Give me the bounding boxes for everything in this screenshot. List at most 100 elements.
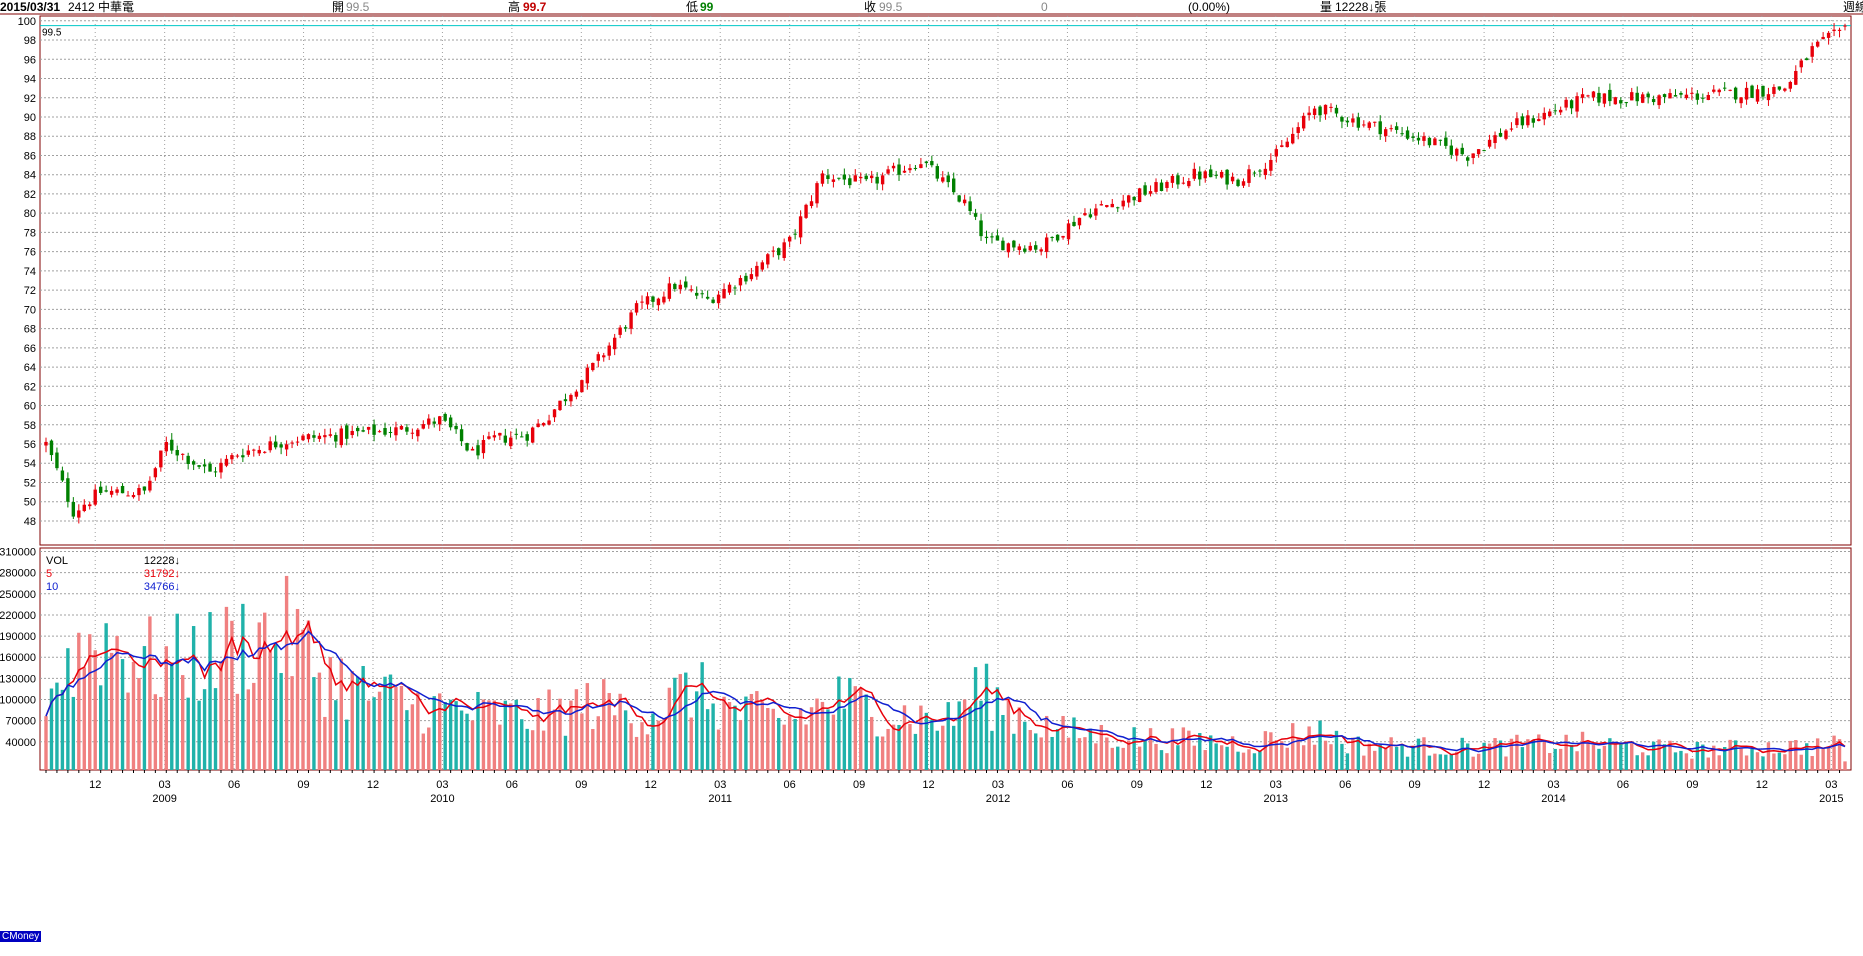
candle-body (334, 435, 338, 442)
candle-body (1028, 245, 1032, 251)
volume-bar (345, 719, 349, 770)
volume-bar (837, 676, 841, 770)
candle-body (837, 177, 841, 179)
candle-body (804, 204, 808, 218)
volume-bar (427, 727, 431, 770)
candle-body (1012, 240, 1016, 248)
month-tick-label: 09 (1131, 779, 1143, 791)
volume-bar (1553, 748, 1557, 770)
candle-body (131, 494, 136, 498)
volume-tick-label: 280000 (0, 568, 36, 580)
volume-bar (1673, 752, 1678, 770)
volume-bar (645, 734, 650, 770)
candle-body (1044, 237, 1049, 252)
candle-body (1706, 95, 1710, 100)
candle-body (1837, 29, 1842, 31)
volume-bar (634, 736, 639, 770)
volume-bar (1378, 744, 1382, 770)
volume-bar (1192, 745, 1196, 770)
volume-bar (952, 725, 956, 770)
volume-bar (695, 691, 699, 770)
volume-bar (957, 701, 961, 770)
candle-body (405, 427, 409, 432)
candle-body (995, 235, 1000, 241)
volume-bar (328, 657, 333, 770)
candle-body (798, 216, 803, 238)
volume-tick-label: 40000 (5, 737, 36, 749)
candle-body (432, 421, 436, 424)
candle-body (1411, 136, 1415, 138)
candle-body (1805, 58, 1809, 61)
candle-body (952, 178, 956, 193)
candle-body (1444, 137, 1448, 146)
candle-body (1619, 100, 1623, 104)
candle-body (1679, 92, 1683, 95)
candle-body (306, 434, 311, 440)
candle-body (1701, 97, 1705, 99)
volume-bar (1187, 730, 1191, 770)
volume-bar (662, 718, 666, 770)
candle-body (1504, 130, 1508, 139)
candle-body (820, 173, 825, 184)
candle-body (1351, 118, 1355, 123)
candle-body (629, 312, 633, 329)
candle-body (875, 176, 879, 184)
candle-body (1542, 112, 1546, 120)
candle-body (361, 430, 365, 432)
volume-bar (1258, 750, 1262, 770)
price-tick-label: 90 (24, 112, 36, 124)
candle-body (1034, 245, 1038, 250)
volume-bar (1301, 745, 1306, 770)
volume-bar (1154, 743, 1158, 770)
volume-value: 12228↓張 (1335, 0, 1387, 14)
volume-bar (1225, 746, 1229, 770)
price-tick-label: 56 (24, 439, 36, 451)
volume-bar (760, 701, 765, 770)
candle-body (1241, 181, 1246, 186)
volume-bar (1558, 748, 1563, 770)
price-tick-label: 50 (24, 497, 36, 509)
volume-bar (1564, 734, 1568, 770)
candle-body (1340, 117, 1344, 122)
candle-body (181, 453, 185, 455)
period-button[interactable]: 週線 (1843, 0, 1863, 14)
volume-bar (438, 693, 442, 770)
volume-bar (1706, 757, 1710, 770)
candle-body (1088, 214, 1093, 218)
candle-body (1580, 94, 1585, 98)
candle-body (1198, 171, 1202, 180)
volume-bar (208, 612, 212, 770)
candle-body (607, 345, 611, 356)
candle-body (115, 489, 119, 493)
candle-body (1673, 95, 1678, 97)
volume-bar (1821, 749, 1825, 770)
volume-bar (115, 635, 119, 770)
month-tick-label: 03 (436, 779, 448, 791)
candle-body (1684, 94, 1689, 99)
volume-bar (1209, 735, 1213, 770)
volume-bar (1356, 736, 1361, 770)
candle-body (842, 174, 847, 180)
candle-body (159, 450, 163, 468)
candle-body (438, 416, 442, 425)
candle-body (372, 424, 376, 435)
volume-bar (263, 612, 267, 770)
candle-body (1821, 36, 1825, 40)
volume-bar (1482, 742, 1486, 770)
volume-bar (1148, 728, 1153, 770)
candle-body (1225, 169, 1229, 185)
candle-body (552, 409, 557, 418)
candle-body (1066, 223, 1071, 240)
volume-bar (1624, 742, 1628, 770)
candle-body (536, 423, 540, 428)
volume-bar (1373, 750, 1377, 770)
volume-bar (941, 725, 945, 770)
candle-body (202, 464, 207, 467)
volume-bar (377, 691, 382, 770)
volume-bar (1126, 740, 1131, 770)
volume-bar (246, 689, 251, 770)
year-label: 2011 (708, 793, 732, 805)
volume-bar (1651, 741, 1656, 770)
volume-bar (1837, 739, 1842, 770)
volume-bar (979, 700, 983, 770)
